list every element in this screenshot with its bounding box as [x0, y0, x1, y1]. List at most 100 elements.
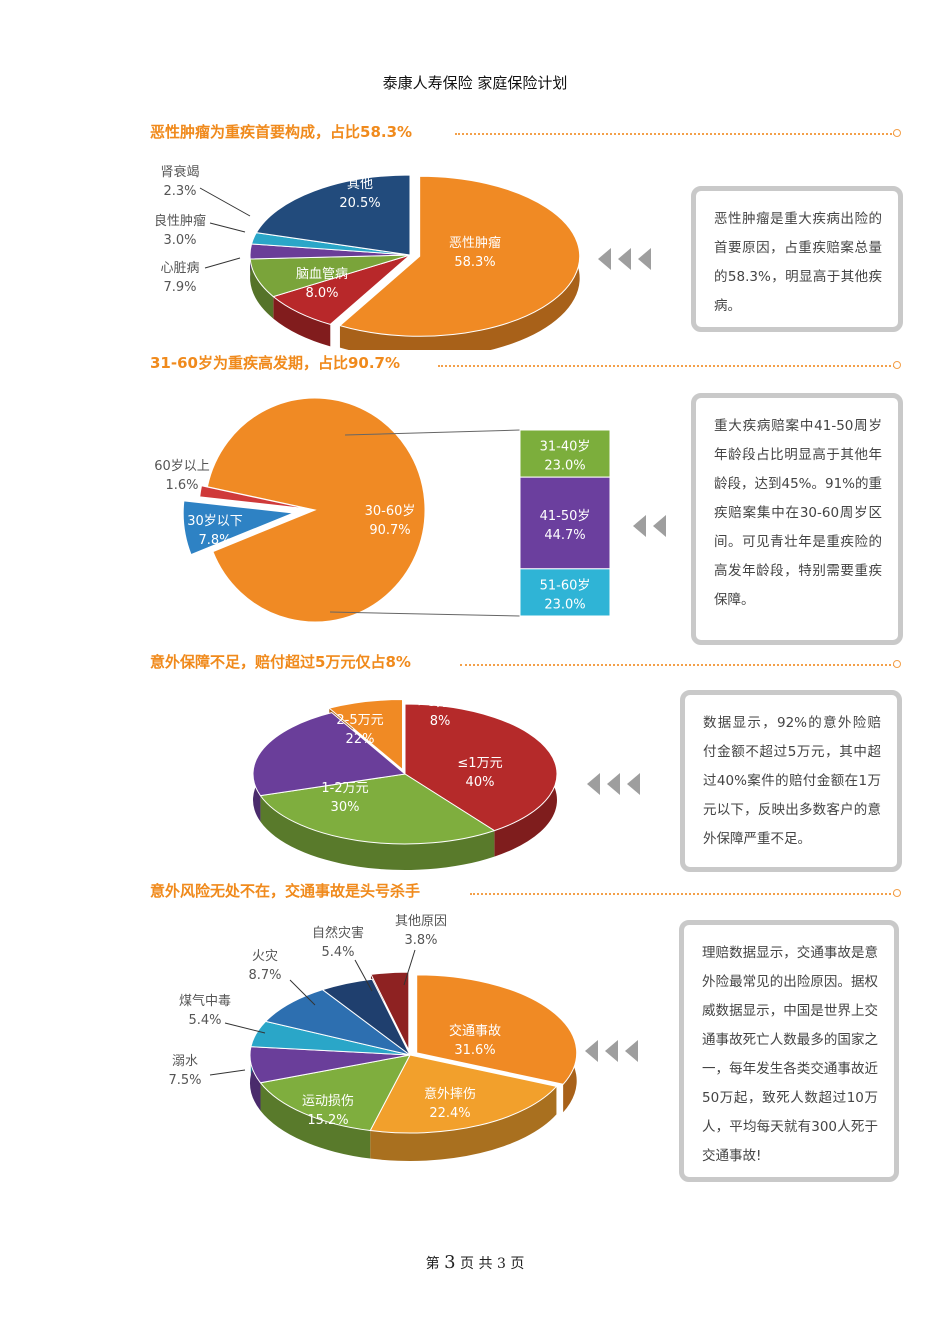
- slice-label: 肾衰竭: [160, 164, 199, 180]
- leader-line: [289, 979, 316, 1006]
- arrow-indicator-3: [587, 773, 640, 795]
- arrow-indicator-4: [585, 1040, 638, 1062]
- leader-line: [224, 1022, 266, 1034]
- chart-2: 30-60岁 90.7% 30岁以下 7.8% 60岁以上 1.6% 31-40岁 23.0%…: [154, 397, 611, 623]
- pie-slice-40-0: [404, 703, 558, 832]
- pie-slice-31-6-0: [416, 974, 578, 1085]
- section-1-divider: [455, 133, 895, 135]
- breakdown-label: 41-50岁: [540, 509, 591, 524]
- pie-slice-8-7-5: [264, 989, 411, 1056]
- section-3-divider-end: [893, 660, 901, 668]
- slice-label: 意外摔伤: [424, 1086, 476, 1102]
- breakdown-value-label: 44.7%: [544, 528, 585, 543]
- zoom-guide: [344, 429, 521, 436]
- callout-2: 重大疾病赔案中41-50周岁年龄段占比明显高于其他年龄段，达到45%。91%的重…: [691, 393, 903, 645]
- slice-value-label: 58.3%: [454, 255, 495, 270]
- leader-line: [403, 949, 416, 986]
- pie-slice-7-8-1: [182, 500, 294, 556]
- slice-label: 30岁以下: [187, 514, 243, 529]
- slice-label: ≤1万元: [457, 756, 502, 771]
- slice-value-label: 7.5%: [168, 1073, 201, 1088]
- section-2-heading: 31-60岁为重疾高发期，占比90.7%: [150, 354, 401, 372]
- pie-slice-22-2: [252, 712, 407, 797]
- slice-label: 运动损伤: [302, 1094, 354, 1109]
- breakdown-label: 51-60岁: [540, 578, 591, 593]
- arrow-indicator-2: [633, 515, 666, 537]
- chart-1: 恶性肿瘤 58.3% 脑血管病 8.0% 心脏病 7.9% 良性肿瘤 3.0% 肾衰竭 2.3% 其…: [154, 164, 581, 350]
- section-2-divider-end: [893, 361, 901, 369]
- slice-label: 2-5万元: [336, 713, 383, 728]
- slice-label: 恶性肿瘤: [449, 235, 501, 251]
- slice-label: 1-2万元: [321, 781, 368, 796]
- slice-label: 煤气中毒: [179, 993, 231, 1009]
- slice-label: 30-60岁: [365, 504, 416, 519]
- section-4-heading: 意外风险无处不在，交通事故是头号杀手: [150, 882, 421, 900]
- leader-line: [204, 257, 241, 269]
- callout-1: 恶性肿瘤是重大疾病出险的首要原因，占重疾赔案总量的58.3%，明显高于其他疾病。: [691, 186, 903, 332]
- zoom-guide: [329, 611, 521, 617]
- document-title: 泰康人寿保险 家庭保险计划: [382, 74, 568, 92]
- chart-3: ≤1万元 40% 1-2万元 30% 2-5万元 22% >5万元 8%: [252, 695, 558, 870]
- slice-label: 溺水: [172, 1054, 198, 1069]
- slice-value-label: 22%: [346, 732, 375, 747]
- slice-label: 交通事故: [449, 1023, 501, 1039]
- slice-label: 脑血管病: [296, 267, 348, 282]
- breakdown-value-label: 23.0%: [544, 459, 585, 474]
- slice-value-label: 20.5%: [339, 196, 380, 211]
- pie-slice-side: [250, 1046, 261, 1111]
- leader-line: [209, 222, 246, 233]
- pie-slice-1-6-2: [199, 485, 310, 510]
- callout-3: 数据显示，92%的意外险赔付金额不超过5万元，其中超过40%案件的赔付金额在1万…: [680, 690, 902, 872]
- pie-slice-side: [260, 795, 495, 870]
- leader-line: [209, 1069, 246, 1076]
- pie-slice-3-8-7: [370, 971, 410, 1051]
- pie-slice-side: [339, 176, 580, 350]
- pie-slice-side: [260, 1082, 371, 1159]
- slice-value-label: 22.4%: [429, 1106, 470, 1121]
- section-4-divider: [470, 893, 895, 895]
- slice-label: 其他原因: [395, 914, 447, 929]
- pie-slice-side: [273, 296, 331, 347]
- slice-label: 自然灾害: [312, 925, 364, 941]
- slice-label: 60岁以上: [154, 459, 210, 474]
- slice-label: 其他: [347, 177, 373, 192]
- slice-value-label: 90.7%: [369, 523, 410, 538]
- pie-slice-90-7-0: [206, 397, 426, 623]
- page-number: 第 3 页 共 3 页: [425, 1252, 525, 1273]
- section-4-divider-end: [893, 889, 901, 897]
- slice-label: 心脏病: [160, 261, 199, 276]
- section-3-heading: 意外保障不足，赔付超过5万元仅占8%: [150, 653, 411, 671]
- section-2-divider: [438, 365, 895, 367]
- pie-slice-8-3: [328, 699, 404, 771]
- pie-slice-22-4-1: [369, 1054, 558, 1134]
- callout-4: 理赔数据显示，交通事故是意外险最常见的出险原因。据权威数据显示，中国是世界上交通…: [679, 920, 899, 1182]
- pie-slice-20-5-5: [255, 174, 411, 256]
- pie-slice-side: [250, 259, 274, 319]
- slice-value-label: 5.4%: [188, 1013, 221, 1028]
- pie-slice-5-4-6: [321, 978, 411, 1056]
- slice-label: 良性肿瘤: [154, 213, 206, 229]
- section-1-divider-end: [893, 129, 901, 137]
- slice-value-label: 1.6%: [165, 478, 198, 493]
- slice-value-label: 31.6%: [454, 1043, 495, 1058]
- slice-value-label: 15.2%: [307, 1113, 348, 1128]
- arrow-indicator-1: [598, 248, 651, 270]
- pie-slice-side: [370, 1086, 557, 1161]
- breakdown-bar-1: [519, 476, 611, 570]
- slice-value-label: 5.4%: [321, 945, 354, 960]
- leader-line: [199, 187, 251, 217]
- slice-value-label: 8%: [430, 714, 451, 729]
- pie-slice-15-2-2: [259, 1054, 411, 1132]
- slice-value-label: 3.0%: [163, 233, 196, 248]
- chart-4: 交通事故 31.6% 意外摔伤 22.4% 运动损伤 15.2% 溺水 7.5% 煤气中毒 5.4…: [168, 914, 578, 1161]
- breakdown-label: 31-40岁: [540, 440, 591, 455]
- slice-value-label: 8.0%: [305, 286, 338, 301]
- slice-value-label: 40%: [466, 775, 495, 790]
- section-1-heading: 恶性肿瘤为重疾首要构成，占比58.3%: [150, 123, 413, 141]
- slice-value-label: 7.8%: [198, 533, 231, 548]
- slice-value-label: 3.8%: [404, 933, 437, 948]
- slice-value-label: 2.3%: [163, 184, 196, 199]
- slice-value-label: 7.9%: [163, 280, 196, 295]
- section-3-divider: [460, 664, 895, 666]
- slice-value-label: 30%: [331, 800, 360, 815]
